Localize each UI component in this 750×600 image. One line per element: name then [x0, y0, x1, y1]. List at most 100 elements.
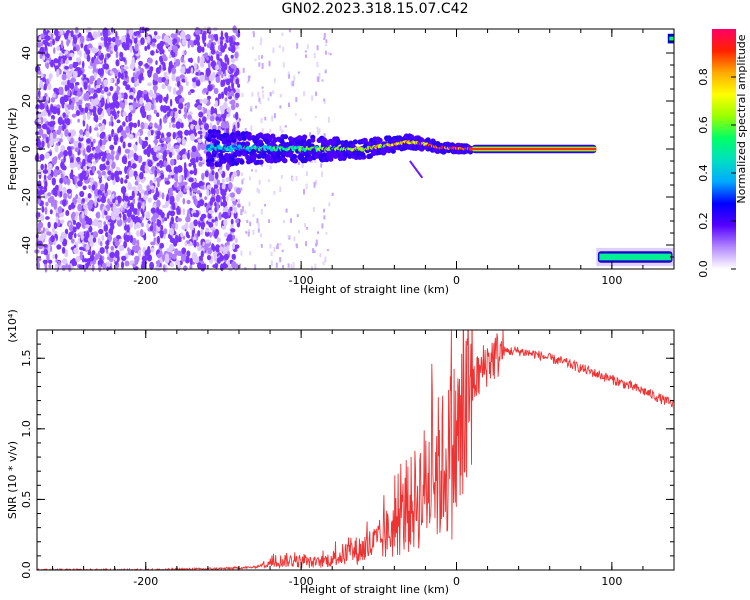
noise-blob: [187, 91, 192, 96]
noise-blob: [62, 238, 68, 247]
noise-blob: [209, 199, 213, 206]
noise-blob: [199, 192, 203, 198]
noise-blob: [87, 258, 91, 266]
noise-blob: [96, 211, 101, 219]
noise-blob: [202, 116, 207, 123]
noise-blob: [187, 114, 192, 120]
noise-blob: [201, 46, 205, 53]
noise-blob: [176, 137, 182, 143]
noise-speck: [250, 125, 253, 132]
noise-blob: [141, 111, 147, 119]
noise-blob: [56, 129, 62, 136]
noise-blob: [156, 98, 159, 103]
noise-blob: [171, 67, 177, 75]
noise-blob: [168, 243, 175, 251]
noise-blob: [39, 53, 43, 59]
colorbar-tick-label: 0.4: [697, 164, 710, 182]
noise-blob: [174, 145, 180, 149]
noise-blob: [235, 111, 239, 120]
noise-blob: [89, 125, 92, 134]
noise-blob: [197, 143, 201, 151]
noise-blob: [63, 192, 68, 200]
noise-blob: [210, 187, 214, 195]
signal-halo: [352, 139, 358, 145]
noise-blob: [218, 212, 222, 221]
noise-blob: [207, 214, 212, 219]
noise-blob: [121, 35, 126, 44]
noise-blob: [143, 93, 147, 101]
noise-blob: [162, 54, 167, 59]
signal-halo: [244, 141, 251, 147]
noise-blob: [206, 184, 212, 192]
noise-blob: [137, 119, 140, 128]
noise-blob: [72, 61, 78, 69]
noise-blob: [215, 194, 221, 203]
noise-speck: [297, 161, 300, 165]
noise-blob: [101, 262, 107, 269]
noise-blob: [164, 180, 171, 185]
noise-blob: [195, 72, 199, 76]
noise-blob: [78, 142, 82, 149]
noise-blob: [107, 170, 112, 176]
noise-speck: [295, 176, 298, 181]
noise-blob: [203, 243, 209, 251]
noise-blob: [66, 38, 70, 47]
noise-speck: [261, 86, 264, 89]
noise-blob: [163, 228, 168, 235]
noise-blob: [58, 212, 65, 218]
noise-blob: [117, 145, 122, 154]
noise-blob: [231, 174, 234, 182]
noise-blob: [216, 257, 222, 264]
noise-blob: [99, 133, 105, 139]
noise-blob: [194, 124, 200, 131]
noise-blob: [77, 180, 83, 187]
noise-blob: [140, 167, 144, 171]
noise-speck: [279, 105, 282, 109]
noise-blob: [66, 72, 71, 80]
noise-blob: [235, 92, 240, 99]
noise-blob: [168, 151, 173, 158]
noise-blob: [36, 261, 41, 270]
noise-blob: [126, 209, 132, 218]
noise-blob: [201, 159, 206, 163]
noise-blob: [54, 263, 58, 272]
noise-blob: [126, 29, 129, 34]
noise-blob: [119, 51, 124, 58]
noise-blob: [154, 169, 158, 178]
noise-blob: [176, 154, 180, 161]
noise-blob: [197, 230, 201, 237]
noise-blob: [187, 151, 190, 160]
noise-blob: [41, 205, 45, 213]
noise-blob: [46, 96, 49, 101]
noise-blob: [134, 181, 139, 186]
noise-blob: [236, 121, 240, 129]
noise-blob: [231, 261, 237, 268]
noise-blob: [203, 42, 207, 47]
noise-blob: [233, 200, 237, 206]
noise-blob: [209, 174, 215, 182]
noise-blob: [35, 104, 40, 109]
noise-blob: [91, 98, 94, 106]
noise-speck: [328, 202, 331, 207]
noise-blob: [139, 172, 144, 180]
noise-blob: [111, 193, 115, 199]
noise-speck: [317, 77, 320, 83]
noise-speck: [311, 95, 314, 101]
noise-blob: [213, 230, 218, 239]
noise-blob: [99, 241, 103, 247]
noise-blob: [120, 102, 125, 110]
noise-blob: [48, 259, 53, 264]
signal-tail: [409, 160, 424, 179]
spectrogram-x-axis-label: Height of straight line (km): [300, 283, 449, 296]
snr-plot-area: [37, 330, 674, 570]
noise-blob: [60, 58, 64, 65]
noise-blob: [51, 177, 56, 186]
noise-blob: [231, 253, 236, 260]
noise-blob: [157, 76, 163, 83]
noise-blob: [53, 189, 58, 197]
noise-blob: [214, 33, 219, 42]
noise-blob: [38, 128, 44, 136]
noise-blob: [190, 67, 194, 75]
noise-speck: [296, 42, 299, 49]
noise-blob: [178, 109, 182, 115]
